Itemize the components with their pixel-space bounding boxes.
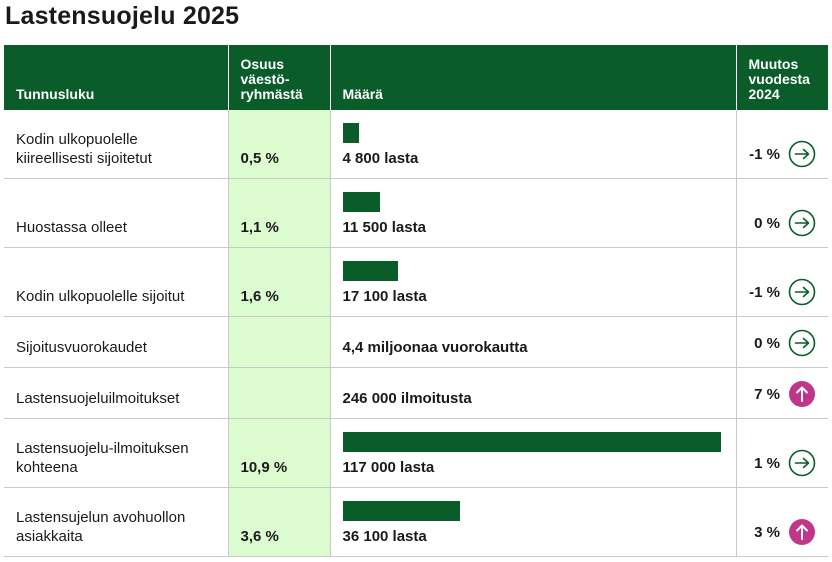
change-wrap: 1 % <box>754 449 816 477</box>
change-value: 1 % <box>754 454 780 472</box>
change-value: -1 % <box>749 145 780 163</box>
population-share: 1,1 % <box>227 178 331 248</box>
amount-label: 117 000 lasta <box>342 459 435 476</box>
amount-label: 36 100 lasta <box>342 528 427 545</box>
up-arrow-icon <box>788 518 816 546</box>
change-value: -1 % <box>749 283 780 301</box>
amount-bar <box>342 501 460 521</box>
change-cell: 7 % <box>736 367 828 419</box>
change-cell: 0 % <box>736 178 828 248</box>
table-row: Huostassa olleet 1,1 % 11 500 lasta 0 % <box>4 178 828 248</box>
table-row: Sijoitusvuorokaudet 4,4 miljoonaa vuoroka… <box>4 316 828 368</box>
right-arrow-icon <box>788 278 816 306</box>
change-wrap: -1 % <box>749 140 816 168</box>
change-value: 3 % <box>754 523 780 541</box>
change-wrap: -1 % <box>749 278 816 306</box>
change-wrap: 7 % <box>754 380 816 408</box>
indicator-name: Kodin ulkopuolelle kiireellisesti sijoit… <box>4 110 228 179</box>
change-value: 7 % <box>754 385 780 403</box>
amount-cell: 17 100 lasta <box>330 247 737 317</box>
table-row: Lastensujelun avohuollon asiakkaita 3,6 %… <box>4 487 828 557</box>
indicator-name: Lastensujelun avohuollon asiakkaita <box>4 487 228 557</box>
table-header-row: Tunnusluku Osuus väestö-ryhmästä Määrä M… <box>4 45 828 110</box>
change-value: 0 % <box>754 334 780 352</box>
amount-bar <box>342 192 380 212</box>
change-wrap: 0 % <box>754 209 816 237</box>
right-arrow-icon <box>788 329 816 357</box>
header-indicator: Tunnusluku <box>4 45 228 110</box>
up-arrow-icon <box>788 380 816 408</box>
header-share-label: Osuus väestö-ryhmästä <box>240 56 303 102</box>
header-change-label: Muutos vuodesta 2024 <box>748 56 810 102</box>
right-arrow-icon <box>788 449 816 477</box>
amount-cell: 4,4 miljoonaa vuorokautta <box>330 316 737 368</box>
amount-bar <box>342 432 721 452</box>
right-arrow-icon <box>788 209 816 237</box>
amount-label: 11 500 lasta <box>342 219 426 236</box>
amount-bar <box>342 123 359 143</box>
indicator-name: Lastensuojeluilmoitukset <box>4 367 228 419</box>
indicator-name: Sijoitusvuorokaudet <box>4 316 228 368</box>
table-row: Lastensuojelu-ilmoituksen kohteena 10,9 %… <box>4 418 828 488</box>
population-share: 10,9 % <box>227 418 331 488</box>
change-wrap: 3 % <box>754 518 816 546</box>
table-row: Kodin ulkopuolelle kiireellisesti sijoit… <box>4 110 828 179</box>
change-cell: -1 % <box>736 247 828 317</box>
change-value: 0 % <box>754 214 780 232</box>
amount-label: 4 800 lasta <box>342 150 419 167</box>
header-share: Osuus väestö-ryhmästä <box>227 45 330 110</box>
change-cell: 3 % <box>736 487 828 557</box>
header-amount: Määrä <box>329 45 736 110</box>
population-share <box>227 367 331 419</box>
indicator-table: Tunnusluku Osuus väestö-ryhmästä Määrä M… <box>4 45 828 557</box>
change-cell: 1 % <box>736 418 828 488</box>
population-share: 1,6 % <box>227 247 331 317</box>
amount-cell: 246 000 ilmoitusta <box>330 367 737 419</box>
amount-cell: 4 800 lasta <box>330 110 737 179</box>
indicator-name: Huostassa olleet <box>4 178 228 248</box>
change-wrap: 0 % <box>754 329 816 357</box>
population-share: 0,5 % <box>227 110 331 179</box>
indicator-name: Lastensuojelu-ilmoituksen kohteena <box>4 418 228 488</box>
table-row: Kodin ulkopuolelle sijoitut 1,6 % 17 100 l… <box>4 247 828 317</box>
amount-label: 4,4 miljoonaa vuorokautta <box>342 339 528 356</box>
amount-cell: 117 000 lasta <box>330 418 737 488</box>
population-share: 3,6 % <box>227 487 331 557</box>
page-title: Lastensuojelu 2025 <box>5 2 240 30</box>
change-cell: 0 % <box>736 316 828 368</box>
amount-cell: 36 100 lasta <box>330 487 737 557</box>
header-change: Muutos vuodesta 2024 <box>735 45 828 110</box>
amount-cell: 11 500 lasta <box>330 178 737 248</box>
table-row: Lastensuojeluilmoitukset 246 000 ilmoitus… <box>4 367 828 419</box>
amount-label: 17 100 lasta <box>342 288 427 305</box>
right-arrow-icon <box>788 140 816 168</box>
amount-bar <box>342 261 398 281</box>
population-share <box>227 316 331 368</box>
change-cell: -1 % <box>736 110 828 179</box>
indicator-name: Kodin ulkopuolelle sijoitut <box>4 247 228 317</box>
amount-label: 246 000 ilmoitusta <box>342 390 472 407</box>
